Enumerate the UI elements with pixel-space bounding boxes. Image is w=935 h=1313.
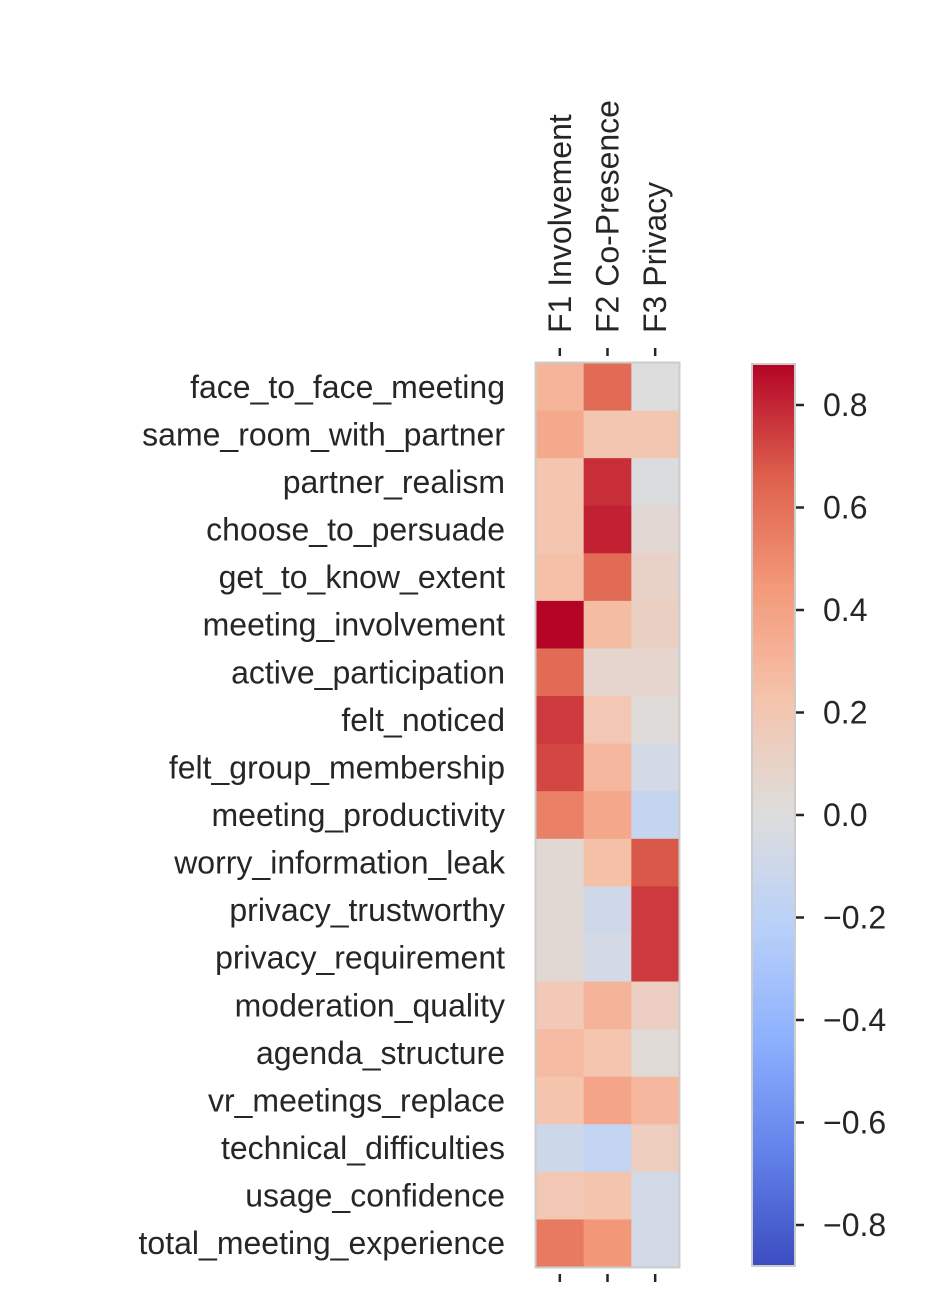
heatmap-cell — [631, 458, 680, 507]
heatmap-cell — [583, 886, 632, 935]
heatmap-cell — [631, 1029, 680, 1078]
column-labels: F1 Involvement F2 Co-Presence F3 Privacy — [542, 100, 673, 1282]
row-label: usage_confidence — [245, 1178, 505, 1214]
column-label: F3 Privacy — [637, 182, 673, 333]
colorbar-tick-label: −0.6 — [823, 1105, 886, 1141]
row-label: total_meeting_experience — [139, 1225, 505, 1261]
colorbar-tick-label: −0.2 — [823, 900, 886, 936]
heatmap-cell — [583, 1029, 632, 1078]
row-label: face_to_face_meeting — [190, 369, 505, 405]
heatmap-cell — [631, 791, 680, 840]
heatmap-cell — [631, 410, 680, 459]
heatmap-cell — [583, 1171, 632, 1221]
colorbar: 0.8 0.6 0.4 0.2 0.0 −0.2 −0.4 −0.6 −0.8 — [751, 363, 886, 1267]
heatmap-cell — [631, 886, 680, 935]
heatmap-cell — [631, 1171, 680, 1221]
row-label: felt_group_membership — [169, 749, 505, 785]
heatmap-cell — [631, 505, 680, 554]
row-label: choose_to_persuade — [206, 512, 505, 548]
heatmap-cell — [583, 648, 632, 697]
row-label: felt_noticed — [341, 702, 505, 738]
row-label: worry_information_leak — [173, 845, 506, 881]
row-label: vr_meetings_replace — [208, 1082, 505, 1118]
heatmap-cell — [536, 553, 585, 602]
heatmap-cell — [631, 600, 680, 650]
row-label: moderation_quality — [235, 987, 505, 1023]
heatmap-cell — [536, 1219, 585, 1268]
heatmap-cell — [536, 933, 585, 983]
heatmap-cell — [631, 1124, 680, 1173]
heatmap-cell — [536, 791, 585, 840]
heatmap-cell — [536, 1029, 585, 1078]
row-label: meeting_productivity — [212, 797, 505, 833]
heatmap-cell — [536, 743, 585, 792]
heatmap-cell — [536, 838, 585, 887]
colorbar-gradient — [751, 363, 796, 1267]
heatmap-cell — [583, 1076, 632, 1125]
row-label: privacy_trustworthy — [229, 892, 505, 928]
heatmap-cell — [631, 743, 680, 792]
heatmap-cell — [536, 981, 585, 1030]
row-label: active_participation — [231, 654, 505, 690]
heatmap-cell — [631, 363, 680, 412]
colorbar-tick-label: 0.6 — [823, 490, 867, 526]
colorbar-tick-label: −0.8 — [823, 1207, 886, 1243]
row-label: same_room_with_partner — [142, 416, 505, 452]
heatmap-frame — [534, 361, 681, 1269]
heatmap-cell — [631, 648, 680, 697]
colorbar-tick-label: 0.0 — [823, 797, 867, 833]
heatmap-cell — [631, 838, 680, 887]
heatmap-cell — [583, 981, 632, 1030]
heatmap-cell — [536, 1171, 585, 1221]
colorbar-tick-label: 0.2 — [823, 695, 867, 731]
heatmap-cell — [583, 743, 632, 792]
heatmap-cell — [631, 1219, 680, 1268]
colorbar-tick-label: −0.4 — [823, 1002, 886, 1038]
heatmap-cell — [583, 600, 632, 650]
heatmap-cell — [631, 696, 680, 745]
heatmap-cell — [583, 553, 632, 602]
column-label: F1 Involvement — [542, 114, 578, 333]
heatmap-cell — [536, 410, 585, 459]
heatmap-cell — [583, 696, 632, 745]
heatmap-cell — [536, 458, 585, 507]
row-label: partner_realism — [283, 464, 505, 500]
heatmap-cell — [536, 1124, 585, 1173]
heatmap-cell — [583, 1124, 632, 1173]
row-label: meeting_involvement — [203, 607, 506, 643]
heatmap-cell — [583, 1219, 632, 1268]
heatmap-cell — [536, 363, 585, 412]
heatmap-cell — [583, 791, 632, 840]
heatmap-cell — [536, 1076, 585, 1125]
heatmap-cell — [583, 363, 632, 412]
row-label: get_to_know_extent — [219, 559, 506, 595]
heatmap-cells — [536, 363, 680, 1268]
heatmap-cell — [583, 458, 632, 507]
heatmap-cell — [631, 1076, 680, 1125]
heatmap-cell — [631, 981, 680, 1030]
column-label: F2 Co-Presence — [590, 100, 626, 333]
heatmap-cell — [631, 933, 680, 983]
colorbar-tick-label: 0.4 — [823, 592, 867, 628]
heatmap-cell — [631, 553, 680, 602]
heatmap-cell — [536, 505, 585, 554]
colorbar-tick-label: 0.8 — [823, 387, 867, 423]
heatmap-cell — [583, 838, 632, 887]
row-label: agenda_structure — [256, 1035, 505, 1071]
heatmap-cell — [536, 648, 585, 697]
heatmap-cell — [536, 696, 585, 745]
row-labels: face_to_face_meeting same_room_with_partn… — [139, 369, 506, 1261]
heatmap-cell — [536, 600, 585, 650]
heatmap-cell — [536, 886, 585, 935]
heatmap-cell — [583, 505, 632, 554]
row-label: technical_difficulties — [221, 1130, 505, 1166]
heatmap-cell — [583, 410, 632, 459]
row-label: privacy_requirement — [215, 940, 505, 976]
heatmap-cell — [583, 933, 632, 983]
